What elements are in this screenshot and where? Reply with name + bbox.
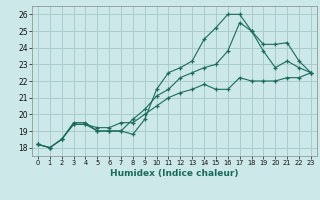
X-axis label: Humidex (Indice chaleur): Humidex (Indice chaleur) (110, 169, 239, 178)
